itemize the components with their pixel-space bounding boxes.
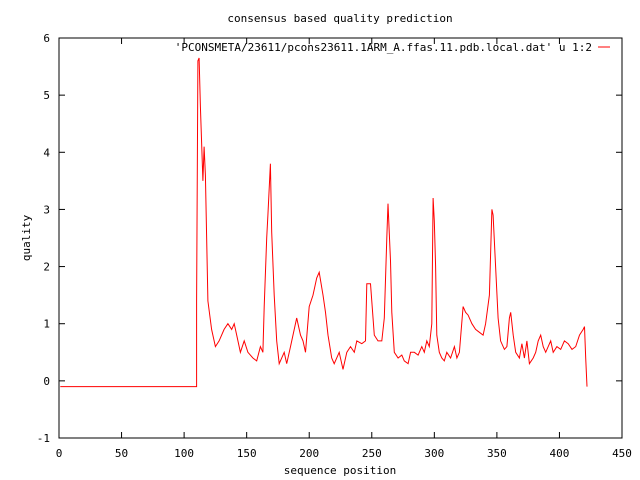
y-tick-label: 6	[43, 32, 50, 45]
y-axis-label: quality	[20, 214, 33, 261]
x-tick-label: 450	[612, 447, 632, 460]
y-tick-label: 1	[43, 318, 50, 331]
chart-title: consensus based quality prediction	[227, 12, 452, 25]
plot-frame	[58, 37, 623, 439]
x-tick-label: 150	[237, 447, 257, 460]
x-axis-label: sequence position	[284, 464, 397, 477]
x-tick-label: 350	[487, 447, 507, 460]
series-line	[60, 57, 588, 388]
legend-label: 'PCONSMETA/23611/pcons23611.1ARM_A.ffas.…	[175, 41, 592, 54]
y-tick-label: 5	[43, 89, 50, 102]
y-tick-label: 3	[43, 203, 50, 216]
x-tick-label: 0	[56, 447, 63, 460]
x-tick-label: 50	[115, 447, 128, 460]
y-tick-label: 4	[43, 146, 50, 159]
x-tick-label: 400	[550, 447, 570, 460]
y-tick-label: 2	[43, 261, 50, 274]
x-tick-label: 200	[299, 447, 319, 460]
x-tick-label: 300	[424, 447, 444, 460]
x-tick-label: 250	[362, 447, 382, 460]
x-tick-label: 100	[174, 447, 194, 460]
y-tick-label: -1	[37, 432, 50, 445]
y-tick-label: 0	[43, 375, 50, 388]
